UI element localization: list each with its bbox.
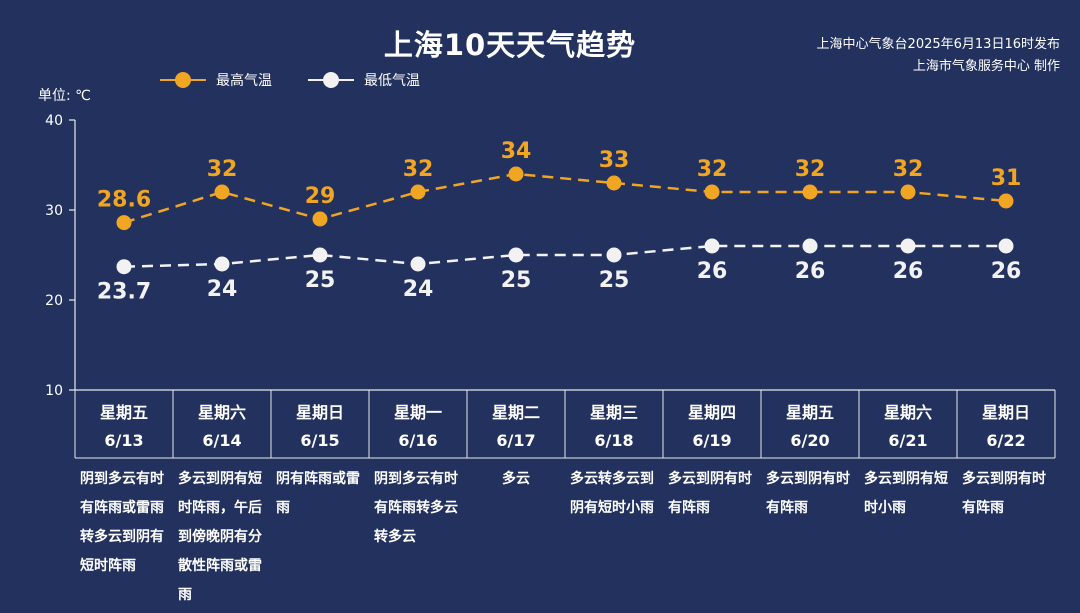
y-tick-label: 40 [45,113,63,129]
day-cell: 星期四 6/19 [663,392,761,452]
data-point-low [410,256,426,272]
data-point-high [214,184,230,200]
legend-marker-high [160,72,206,88]
weather-description: 多云到阴有短时小雨 [864,471,948,516]
date-label: 6/17 [496,431,536,450]
legend-marker-low [308,72,354,88]
y-tick-label: 10 [45,383,63,399]
weekday-label: 星期日 [981,403,1030,422]
data-label-high: 31 [991,166,1022,191]
data-label-high: 28.6 [97,188,151,213]
weather-description: 多云转多云到阴有短时小雨 [570,471,654,516]
date-label: 6/20 [790,431,830,450]
data-point-low [704,238,720,254]
data-label-low: 26 [697,259,728,284]
day-cell: 星期五 6/13 [75,392,173,452]
data-point-high [508,166,524,182]
data-point-high [116,215,132,231]
data-label-high: 29 [305,184,336,209]
data-label-high: 32 [795,157,826,182]
weather-description: 多云到阴有时有阵雨 [766,471,850,516]
weekday-label: 星期二 [491,403,540,422]
weekday-label: 星期六 [197,403,246,422]
chart-title: 上海10天天气趋势 [383,28,637,62]
weather-description: 阴有阵雨或雷雨 [276,471,360,516]
data-point-high [900,184,916,200]
day-cell: 星期一 6/16 [369,392,467,452]
date-label: 6/18 [594,431,634,450]
data-label-high: 33 [599,148,630,173]
date-label: 6/15 [300,431,340,450]
data-point-low [214,256,230,272]
data-point-high [704,184,720,200]
legend-item-high: 最高气温 [160,70,272,90]
data-point-high [312,211,328,227]
legend: 最高气温 最低气温 [160,70,456,90]
data-label-low: 25 [501,268,532,293]
weekday-label: 星期四 [687,403,736,422]
legend-item-low: 最低气温 [308,70,420,90]
y-tick-label: 20 [45,293,63,309]
data-label-low: 26 [795,259,826,284]
weekday-label: 星期六 [883,403,932,422]
weekday-label: 星期一 [393,403,442,422]
data-point-low [606,247,622,263]
data-label-low: 24 [403,277,434,302]
day-cell: 星期三 6/18 [565,392,663,452]
weather-description: 多云到阴有时有阵雨 [668,471,752,516]
data-label-low: 25 [599,268,630,293]
weather-description: 多云到阴有时有阵雨 [962,471,1046,516]
data-label-high: 32 [207,157,238,182]
data-label-low: 24 [207,277,238,302]
data-point-low [998,238,1014,254]
data-label-low: 25 [305,268,336,293]
series-line-low [123,244,1006,268]
data-point-high [410,184,426,200]
source-line-2: 上海市气象服务中心 制作 [912,59,1060,74]
source-line-1: 上海中心气象台2025年6月13日16时发布 [816,37,1060,52]
legend-label-low: 最低气温 [364,73,420,89]
data-label-high: 34 [501,139,532,164]
data-label-high: 32 [697,157,728,182]
weekday-label: 星期三 [589,403,638,422]
date-label: 6/22 [986,431,1026,450]
day-cell: 星期六 6/14 [173,392,271,452]
data-label-low: 23.7 [97,280,151,305]
legend-label-high: 最高气温 [216,73,272,89]
weather-description: 多云 [502,471,530,487]
weather-description: 阴到多云有时有阵雨转多云转多云 [374,471,458,545]
data-label-low: 26 [893,259,924,284]
data-label-low: 26 [991,259,1022,284]
data-label-high: 32 [893,157,924,182]
date-label: 6/16 [398,431,438,450]
data-label-high: 32 [403,157,434,182]
weekday-label: 星期五 [99,403,148,422]
weather-description: 阴到多云有时有阵雨或雷雨转多云到阴有短时阵雨 [80,471,164,574]
series-line-high [123,172,1007,224]
source-info: 上海中心气象台2025年6月13日16时发布 上海市气象服务中心 制作 [817,34,1060,78]
data-point-high [802,184,818,200]
data-point-high [606,175,622,191]
day-cell: 星期日 6/22 [957,392,1055,452]
data-point-low [900,238,916,254]
data-point-low [312,247,328,263]
date-label: 6/19 [692,431,732,450]
date-label: 6/13 [104,431,144,450]
date-label: 6/14 [202,431,242,450]
data-point-low [508,247,524,263]
data-point-low [116,259,132,275]
date-label: 6/21 [888,431,928,450]
unit-label: 单位: ℃ [38,88,91,104]
weather-description: 多云到阴有短时阵雨，午后到傍晚阴有分散性阵雨或雷雨 [178,471,262,603]
weekday-label: 星期五 [785,403,834,422]
day-cell: 星期二 6/17 [467,392,565,452]
data-point-high [998,193,1014,209]
day-cell: 星期六 6/21 [859,392,957,452]
weekday-label: 星期日 [295,403,344,422]
day-cell: 星期日 6/15 [271,392,369,452]
y-tick-label: 30 [45,203,63,219]
day-cell: 星期五 6/20 [761,392,859,452]
data-point-low [802,238,818,254]
